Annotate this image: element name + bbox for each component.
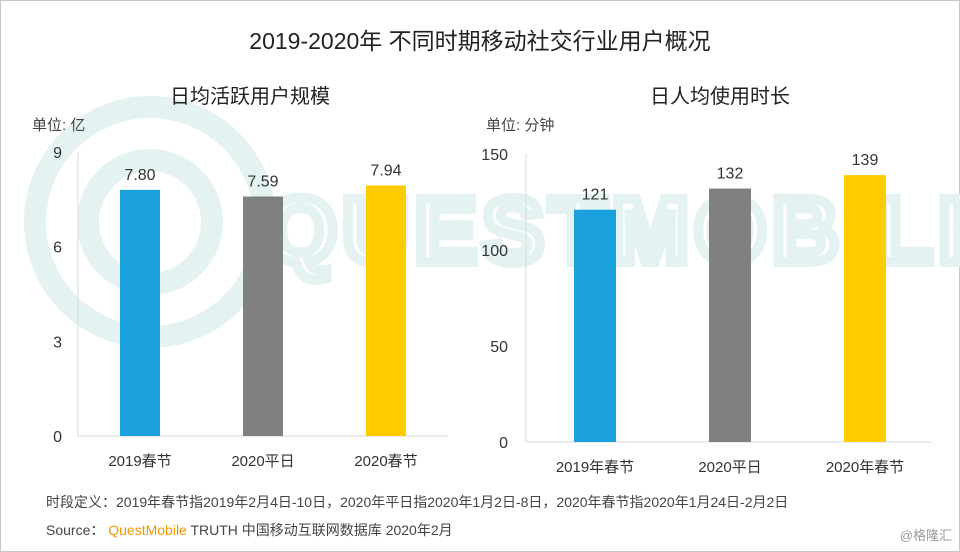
bar [120, 189, 160, 436]
source-brand: QuestMobile [108, 522, 187, 538]
y-tick-label: 100 [481, 243, 508, 260]
bar [844, 175, 886, 442]
chart1-title: 日均活跃用户规模 [170, 86, 330, 108]
y-tick-label: 3 [53, 334, 62, 351]
y-tick-label: 50 [490, 339, 508, 356]
data-label: 7.94 [370, 162, 401, 179]
data-label: 121 [582, 187, 609, 204]
y-tick-label: 6 [53, 240, 62, 257]
bar [574, 209, 616, 442]
y-tick-label: 150 [481, 147, 508, 164]
chart1-unit-label: 单位: 亿 [32, 117, 86, 134]
data-label: 7.80 [124, 167, 155, 184]
chart2-title: 日人均使用时长 [650, 86, 790, 108]
x-tick-label: 2019年春节 [556, 459, 634, 476]
source-prefix: Source： [46, 522, 105, 538]
y-tick-label: 0 [53, 429, 62, 446]
source-line: Source： QuestMobile TRUTH 中国移动互联网数据库 202… [46, 520, 453, 540]
bar [366, 185, 406, 436]
data-label: 132 [717, 166, 744, 183]
bar [243, 196, 283, 436]
x-tick-label: 2020平日 [231, 453, 294, 470]
main-title: 2019-2020年 不同时期移动社交行业用户概况 [249, 28, 711, 54]
x-tick-label: 2020春节 [354, 453, 417, 470]
data-label: 7.59 [247, 173, 278, 190]
y-tick-label: 0 [499, 435, 508, 452]
y-tick-label: 9 [53, 145, 62, 162]
source-rest: TRUTH 中国移动互联网数据库 2020年2月 [186, 522, 453, 538]
chart2-unit-label: 单位: 分钟 [486, 117, 555, 134]
credit-watermark: @格隆汇 [899, 528, 952, 543]
x-tick-label: 2020年春节 [826, 459, 904, 476]
x-tick-label: 2020平日 [698, 459, 761, 476]
x-tick-label: 2019春节 [108, 453, 171, 470]
bar [709, 188, 751, 442]
data-label: 139 [852, 152, 879, 169]
period-definition: 时段定义：2019年春节指2019年2月4日-10日，2020年平日指2020年… [46, 494, 789, 510]
